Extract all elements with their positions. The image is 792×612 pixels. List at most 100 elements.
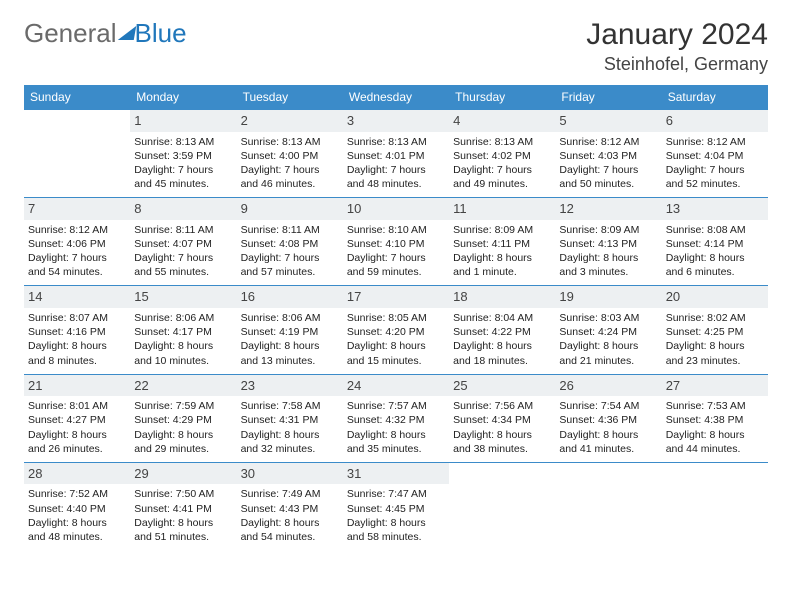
daylight-line: Daylight: 7 hours and 49 minutes.: [453, 163, 551, 191]
sunrise-line: Sunrise: 7:50 AM: [134, 487, 232, 501]
day-header: Sunday: [24, 85, 130, 109]
day-number: 22: [130, 375, 236, 397]
sunset-line: Sunset: 4:24 PM: [559, 325, 657, 339]
sunrise-line: Sunrise: 8:09 AM: [453, 223, 551, 237]
day-number: 24: [343, 375, 449, 397]
daylight-line: Daylight: 8 hours and 32 minutes.: [241, 428, 339, 456]
day-cell: 22Sunrise: 7:59 AMSunset: 4:29 PMDayligh…: [130, 374, 236, 462]
sunrise-line: Sunrise: 7:49 AM: [241, 487, 339, 501]
sunset-line: Sunset: 4:01 PM: [347, 149, 445, 163]
sunrise-line: Sunrise: 8:06 AM: [134, 311, 232, 325]
day-number: 15: [130, 286, 236, 308]
daylight-line: Daylight: 7 hours and 50 minutes.: [559, 163, 657, 191]
sunset-line: Sunset: 4:38 PM: [666, 413, 764, 427]
sunset-line: Sunset: 4:17 PM: [134, 325, 232, 339]
daylight-line: Daylight: 7 hours and 52 minutes.: [666, 163, 764, 191]
day-number: 14: [24, 286, 130, 308]
day-number: 2: [237, 110, 343, 132]
day-number: 6: [662, 110, 768, 132]
sunrise-line: Sunrise: 8:03 AM: [559, 311, 657, 325]
sunset-line: Sunset: 4:08 PM: [241, 237, 339, 251]
day-number: 18: [449, 286, 555, 308]
sunrise-line: Sunrise: 8:05 AM: [347, 311, 445, 325]
day-cell: 29 Sunrise: 7:50 AMSunset: 4:41 PMDayligh…: [130, 462, 236, 550]
sunset-line: Sunset: 4:22 PM: [453, 325, 551, 339]
blank-cell: [24, 109, 130, 197]
sunset-line: Sunset: 4:13 PM: [559, 237, 657, 251]
day-number: 27: [662, 375, 768, 397]
sunset-line: Sunset: 4:02 PM: [453, 149, 551, 163]
sunrise-line: Sunrise: 7:47 AM: [347, 487, 445, 501]
logo-text-general: General: [24, 18, 117, 49]
sunset-line: Sunset: 4:45 PM: [347, 502, 445, 516]
sunrise-line: Sunrise: 8:12 AM: [559, 135, 657, 149]
sunrise-line: Sunrise: 7:54 AM: [559, 399, 657, 413]
sunrise-line: Sunrise: 8:12 AM: [28, 223, 126, 237]
sunrise-line: Sunrise: 7:59 AM: [134, 399, 232, 413]
sunrise-line: Sunrise: 8:06 AM: [241, 311, 339, 325]
sunset-line: Sunset: 4:32 PM: [347, 413, 445, 427]
day-cell: 20Sunrise: 8:02 AMSunset: 4:25 PMDayligh…: [662, 285, 768, 373]
sunset-line: Sunset: 4:07 PM: [134, 237, 232, 251]
sunset-line: Sunset: 4:16 PM: [28, 325, 126, 339]
day-cell: 30Sunrise: 7:49 AMSunset: 4:43 PMDayligh…: [237, 462, 343, 550]
day-number: 4: [449, 110, 555, 132]
day-cell: 4Sunrise: 8:13 AMSunset: 4:02 PMDaylight…: [449, 109, 555, 197]
day-number: 19: [555, 286, 661, 308]
day-cell: 23Sunrise: 7:58 AMSunset: 4:31 PMDayligh…: [237, 374, 343, 462]
daylight-line: Daylight: 7 hours and 45 minutes.: [134, 163, 232, 191]
day-number: 31: [343, 463, 449, 485]
day-cell: 16Sunrise: 8:06 AMSunset: 4:19 PMDayligh…: [237, 285, 343, 373]
day-cell: 26Sunrise: 7:54 AMSunset: 4:36 PMDayligh…: [555, 374, 661, 462]
daylight-line: Daylight: 8 hours and 54 minutes.: [241, 516, 339, 544]
day-cell: 27Sunrise: 7:53 AMSunset: 4:38 PMDayligh…: [662, 374, 768, 462]
sunset-line: Sunset: 4:41 PM: [134, 502, 232, 516]
day-cell: 18Sunrise: 8:04 AMSunset: 4:22 PMDayligh…: [449, 285, 555, 373]
day-cell: 28Sunrise: 7:52 AMSunset: 4:40 PMDayligh…: [24, 462, 130, 550]
day-cell: 21Sunrise: 8:01 AMSunset: 4:27 PMDayligh…: [24, 374, 130, 462]
sunrise-line: Sunrise: 8:11 AM: [134, 223, 232, 237]
header: General Blue January 2024 Steinhofel, Ge…: [24, 18, 768, 75]
day-header: Tuesday: [237, 85, 343, 109]
sunset-line: Sunset: 4:04 PM: [666, 149, 764, 163]
title-block: January 2024 Steinhofel, Germany: [586, 18, 768, 75]
day-number: 5: [555, 110, 661, 132]
day-number: 25: [449, 375, 555, 397]
day-number: 26: [555, 375, 661, 397]
daylight-line: Daylight: 7 hours and 48 minutes.: [347, 163, 445, 191]
daylight-line: Daylight: 7 hours and 54 minutes.: [28, 251, 126, 279]
sunrise-line: Sunrise: 8:07 AM: [28, 311, 126, 325]
day-number: 10: [343, 198, 449, 220]
sunrise-line: Sunrise: 8:13 AM: [134, 135, 232, 149]
sunset-line: Sunset: 4:43 PM: [241, 502, 339, 516]
day-header: Wednesday: [343, 85, 449, 109]
day-cell: 14 Sunrise: 8:07 AMSunset: 4:16 PMDayligh…: [24, 285, 130, 373]
sunset-line: Sunset: 4:25 PM: [666, 325, 764, 339]
blank-cell: [555, 462, 661, 550]
sunset-line: Sunset: 4:11 PM: [453, 237, 551, 251]
daylight-line: Daylight: 7 hours and 59 minutes.: [347, 251, 445, 279]
sunset-line: Sunset: 4:19 PM: [241, 325, 339, 339]
day-header: Friday: [555, 85, 661, 109]
sunrise-line: Sunrise: 8:04 AM: [453, 311, 551, 325]
location: Steinhofel, Germany: [586, 54, 768, 75]
day-header: Thursday: [449, 85, 555, 109]
sunset-line: Sunset: 4:00 PM: [241, 149, 339, 163]
sunset-line: Sunset: 4:20 PM: [347, 325, 445, 339]
day-cell: 3Sunrise: 8:13 AMSunset: 4:01 PMDaylight…: [343, 109, 449, 197]
day-cell: 1Sunrise: 8:13 AMSunset: 3:59 PMDaylight…: [130, 109, 236, 197]
logo: General Blue: [24, 18, 187, 49]
daylight-line: Daylight: 8 hours and 51 minutes.: [134, 516, 232, 544]
daylight-line: Daylight: 8 hours and 8 minutes.: [28, 339, 126, 367]
logo-triangle-icon: [117, 26, 135, 40]
sunrise-line: Sunrise: 8:10 AM: [347, 223, 445, 237]
sunset-line: Sunset: 4:40 PM: [28, 502, 126, 516]
day-cell: 19 Sunrise: 8:03 AMSunset: 4:24 PMDayligh…: [555, 285, 661, 373]
daylight-line: Daylight: 8 hours and 3 minutes.: [559, 251, 657, 279]
calendar-grid: SundayMondayTuesdayWednesdayThursdayFrid…: [24, 85, 768, 550]
daylight-line: Daylight: 8 hours and 1 minute.: [453, 251, 551, 279]
day-number: 29: [130, 463, 236, 485]
sunrise-line: Sunrise: 8:09 AM: [559, 223, 657, 237]
daylight-line: Daylight: 8 hours and 21 minutes.: [559, 339, 657, 367]
sunset-line: Sunset: 4:36 PM: [559, 413, 657, 427]
